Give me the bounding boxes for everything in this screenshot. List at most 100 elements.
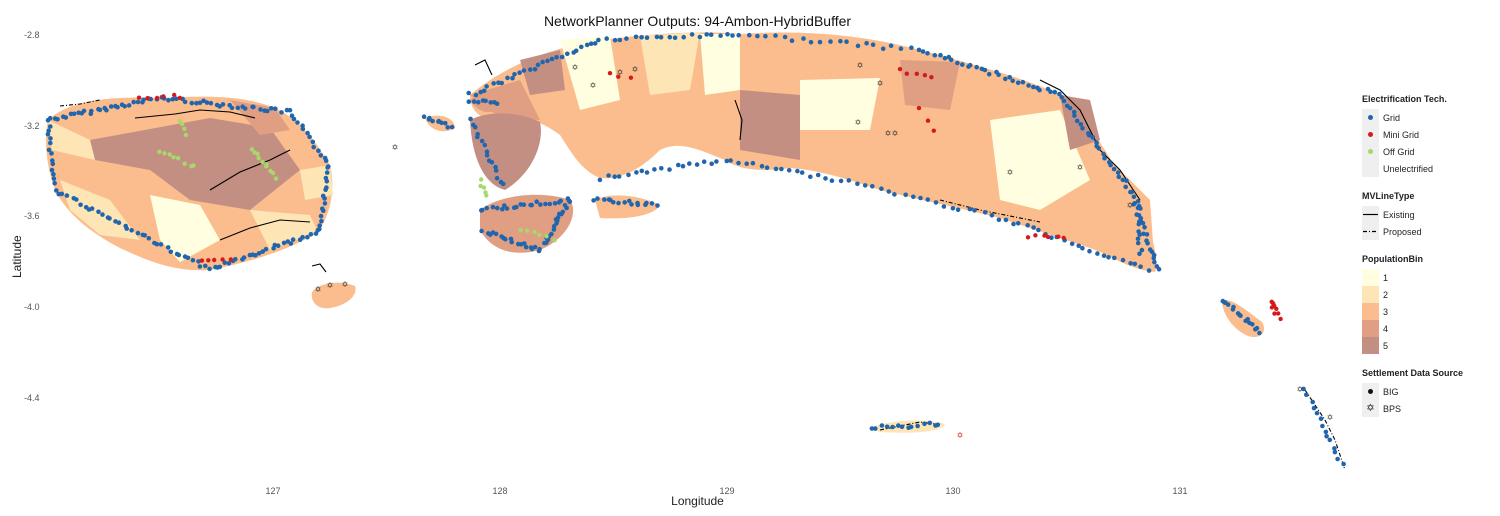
settlement-point (115, 104, 120, 110)
settlement-point (48, 136, 53, 141)
settlement-point (1137, 232, 1142, 237)
legend-label: 3 (1383, 306, 1389, 317)
settlement-point (744, 161, 749, 166)
settlement-point (1278, 316, 1283, 322)
settlement-point (635, 202, 641, 208)
settlement-point (1140, 220, 1146, 226)
y-tick-label: -4.0 (24, 302, 40, 312)
settlement-point (123, 223, 128, 229)
settlement-point (136, 95, 142, 100)
bps-star-icon: ✡ (342, 280, 349, 289)
settlement-point (311, 144, 317, 150)
y-axis-label: Latitude (10, 235, 24, 278)
settlement-point (47, 115, 53, 121)
bps-star-icon: ✡ (572, 63, 579, 72)
settlement-point (1067, 105, 1073, 111)
settlement-point (986, 71, 992, 77)
settlement-point (493, 168, 499, 173)
legend-item-existing: Existing (1362, 206, 1497, 223)
settlement-point (1095, 251, 1100, 256)
settlement-point (290, 237, 296, 242)
settlement-point (265, 108, 270, 114)
settlement-point (933, 200, 939, 205)
island-buru (46, 96, 333, 271)
y-tick-label: -3.2 (24, 121, 40, 131)
settlement-point (606, 173, 611, 178)
settlement-point (801, 36, 806, 41)
settlement-point (1061, 98, 1067, 104)
settlement-point (644, 35, 650, 40)
settlement-point (989, 213, 995, 218)
x-tick-label: 128 (492, 486, 508, 496)
settlement-point (135, 99, 141, 105)
settlement-point (1010, 78, 1015, 84)
settlement-point (517, 70, 522, 75)
island-seram-west (470, 113, 541, 190)
settlement-point (1131, 202, 1137, 207)
legend-label: Proposed (1383, 226, 1422, 237)
settlement-point (799, 170, 805, 175)
legend: Electrification Tech. Grid Mini Grid Off… (1362, 94, 1497, 431)
settlement-point (191, 163, 196, 168)
settlement-point (948, 57, 954, 63)
settlement-point (260, 249, 266, 254)
settlement-point (694, 162, 700, 167)
settlement-point (617, 37, 623, 43)
x-tick-label: 130 (945, 486, 961, 496)
settlement-point (199, 258, 205, 263)
settlement-point (1146, 268, 1152, 273)
settlement-point (479, 228, 484, 234)
settlement-point (595, 196, 600, 201)
settlement-point (1225, 302, 1231, 307)
settlement-point (1310, 399, 1315, 405)
legend-item-pop-5: 5 (1362, 337, 1497, 354)
settlement-point (773, 166, 779, 172)
settlement-point (725, 32, 730, 37)
settlement-point (873, 426, 878, 431)
settlement-point (475, 134, 480, 140)
settlement-point (672, 35, 678, 41)
settlement-point (324, 170, 330, 175)
settlement-point (718, 33, 723, 38)
settlement-point (680, 163, 686, 169)
legend-item-grid: Grid (1362, 109, 1497, 126)
settlement-point (78, 202, 83, 208)
legend-label: BIG (1383, 386, 1399, 397)
settlement-point (499, 234, 504, 239)
settlement-point (1149, 249, 1155, 255)
settlement-point (855, 181, 860, 187)
settlement-point (521, 68, 527, 73)
legend-label: Mini Grid (1383, 129, 1420, 140)
settlement-point (203, 263, 208, 269)
legend-item-unelectrified: Unelectrified (1362, 160, 1497, 177)
settlement-point (172, 92, 177, 98)
settlement-point (540, 59, 545, 65)
settlement-point (177, 118, 182, 124)
settlement-point (1131, 194, 1137, 200)
settlement-point (786, 168, 792, 173)
legend-mvline: MVLineType Existing Proposed (1362, 191, 1497, 240)
pop-1-swatch (1362, 269, 1379, 286)
settlement-point (579, 44, 584, 50)
x-tick-label: 129 (719, 486, 735, 496)
settlement-point (667, 167, 672, 172)
settlement-point (1320, 423, 1325, 429)
settlement-point (1057, 91, 1062, 97)
settlement-point (251, 104, 256, 110)
settlement-point (1272, 311, 1277, 316)
settlement-point (1250, 322, 1255, 327)
settlement-point (1096, 146, 1101, 151)
settlement-point (588, 41, 594, 46)
settlement-point (484, 149, 490, 154)
island-kelang (470, 95, 500, 113)
settlement-point (862, 183, 868, 188)
settlement-point (644, 200, 649, 206)
mv-lines (59, 59, 1346, 471)
settlement-point (279, 110, 284, 115)
legend-tech-title: Electrification Tech. (1362, 94, 1447, 104)
settlement-point (1151, 255, 1156, 261)
settlement-point (649, 201, 655, 206)
settlement-point (479, 207, 485, 213)
settlement-point (516, 241, 521, 247)
settlement-point (524, 228, 530, 233)
